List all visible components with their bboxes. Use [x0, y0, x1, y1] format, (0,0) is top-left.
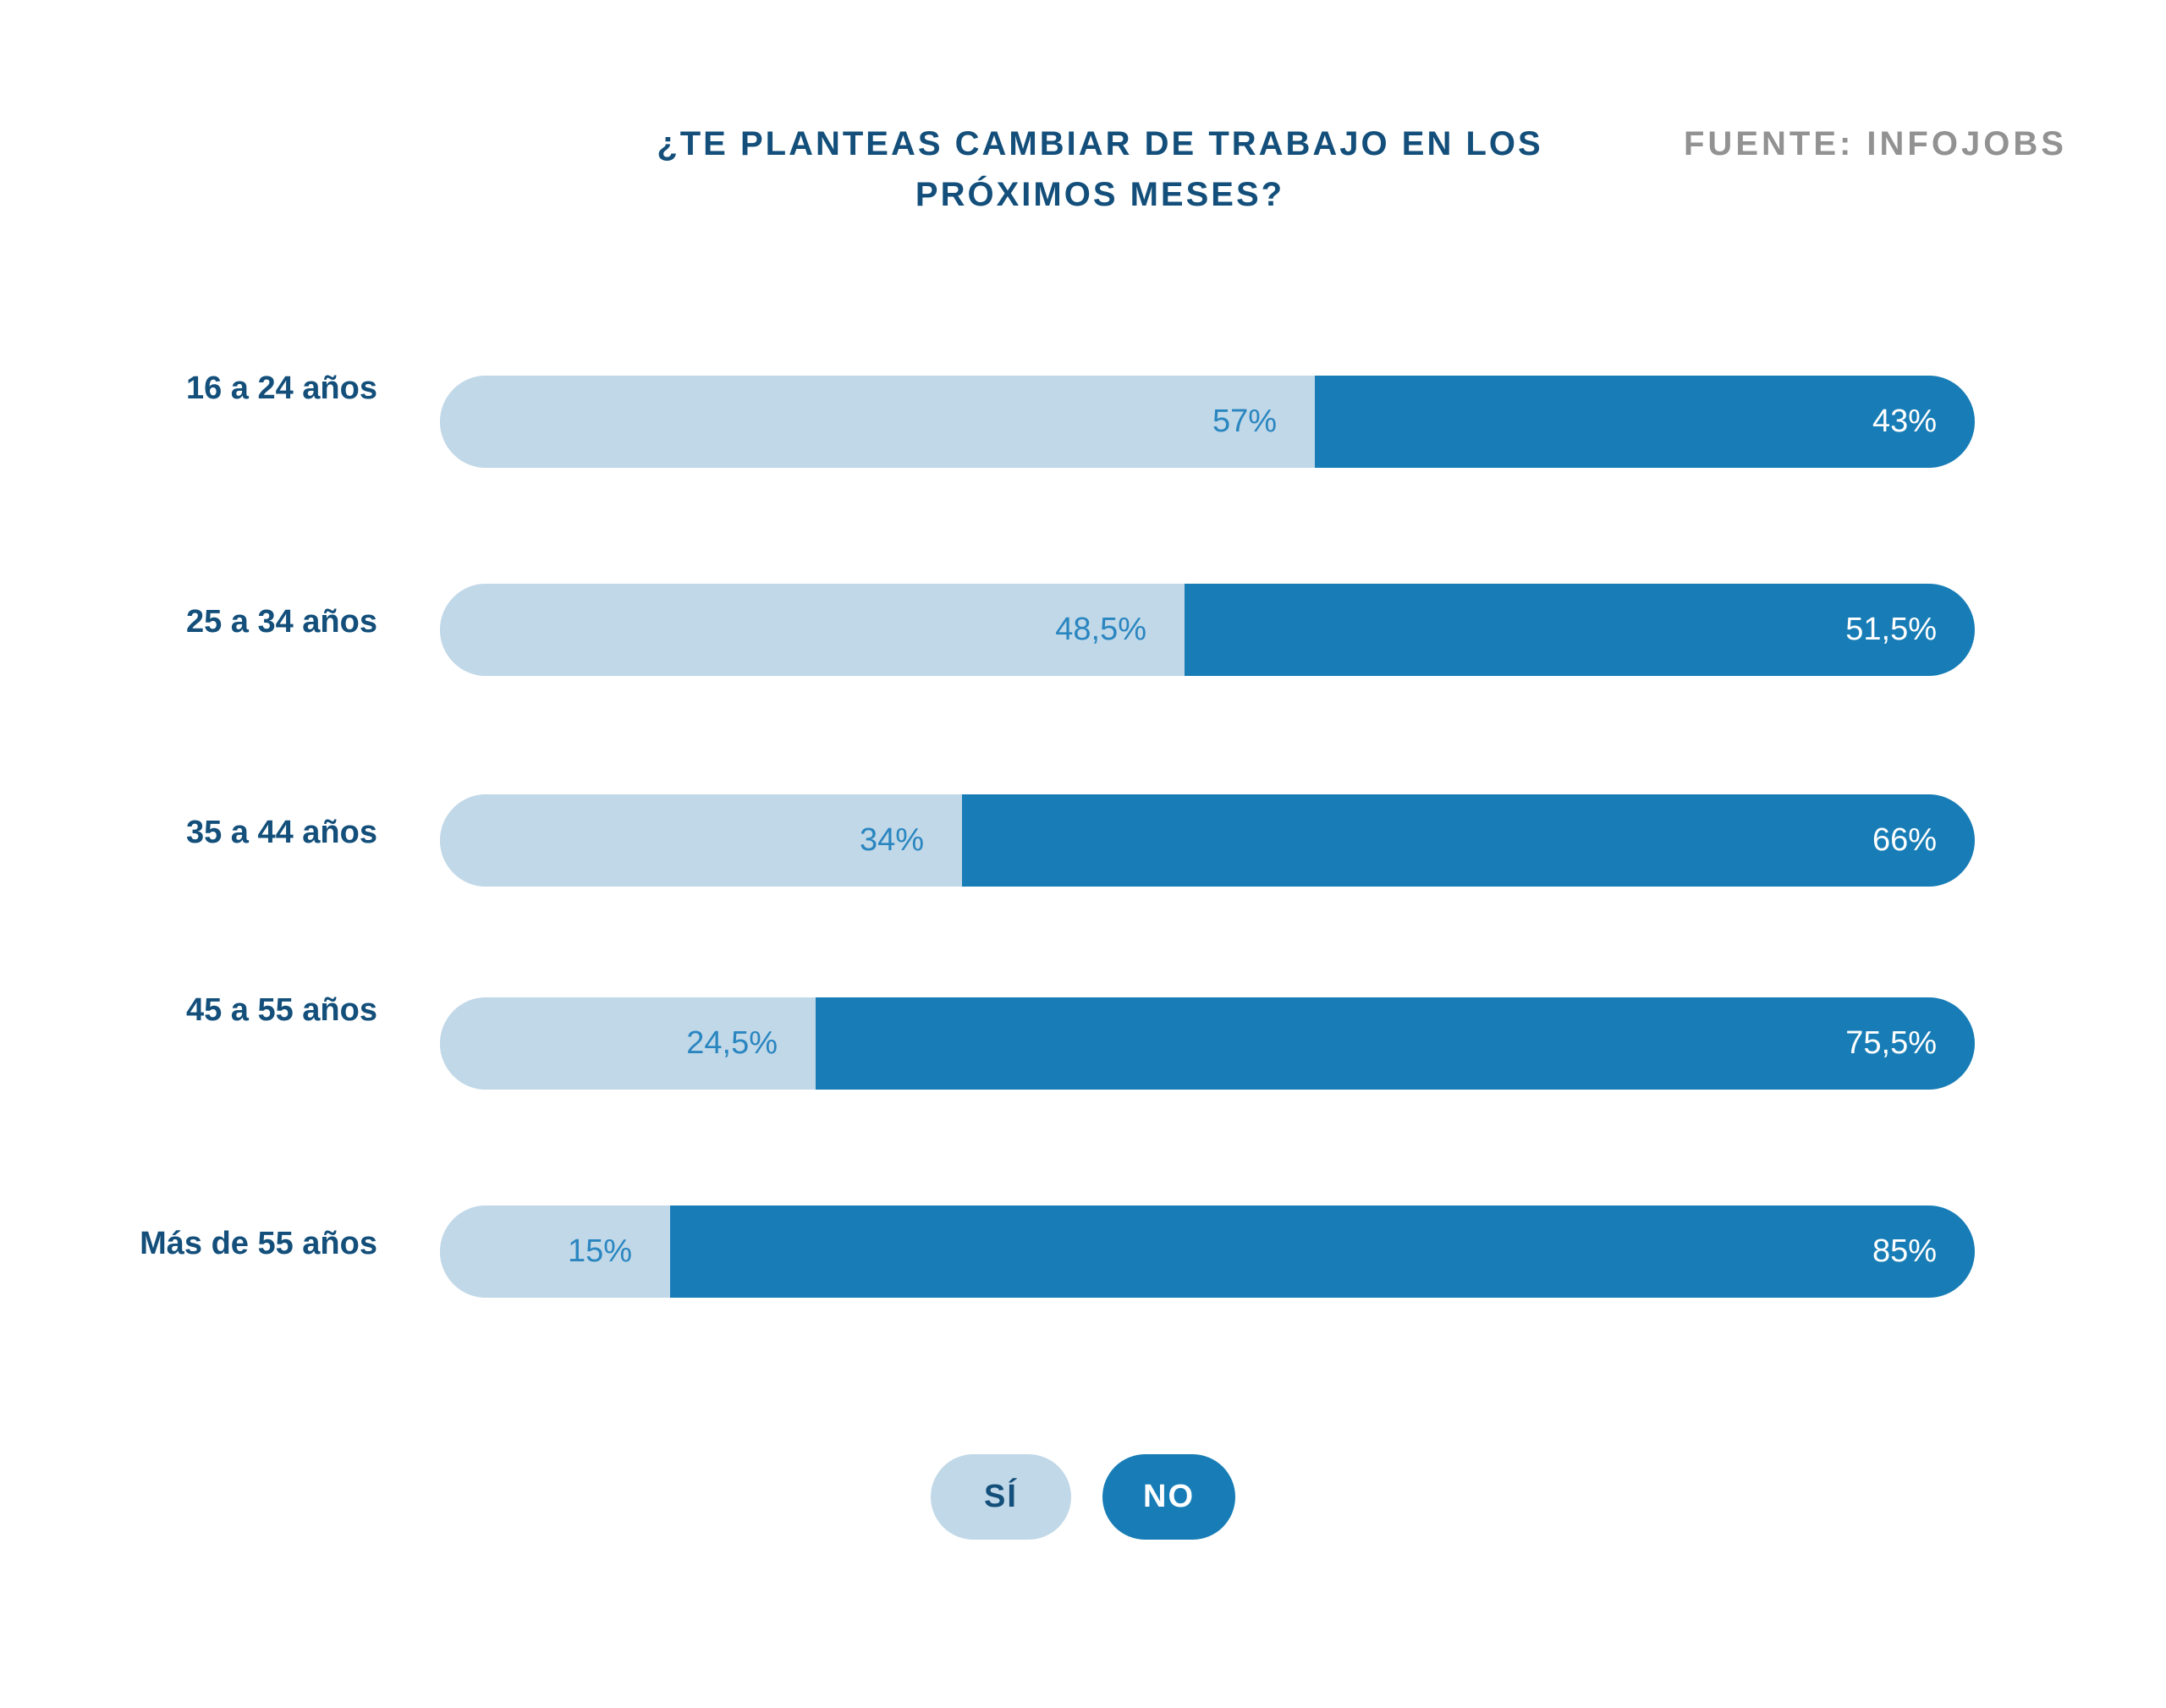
bar-segment-no [816, 997, 1975, 1090]
legend-yes: SÍ [931, 1454, 1071, 1540]
bar-segment-yes [440, 376, 1315, 468]
category-label: 45 a 55 años [185, 992, 377, 1028]
chart-title-line-1: ¿TE PLANTEAS CAMBIAR DE TRABAJO EN LOS [657, 125, 1543, 162]
bar-segment-no [670, 1205, 1975, 1298]
value-label-no: 75,5% [1845, 1025, 1937, 1061]
chart-title-line-2: PRÓXIMOS MESES? [915, 176, 1285, 213]
bar-segment-yes [440, 584, 1185, 676]
legend-no: NO [1102, 1454, 1235, 1540]
value-label-yes: 24,5% [686, 1025, 778, 1061]
bar-segment-no [962, 794, 1975, 887]
bar-segment-yes [440, 997, 816, 1090]
value-label-yes: 48,5% [1055, 612, 1146, 647]
bar-segment-yes [440, 794, 962, 887]
category-label: 35 a 44 años [185, 815, 377, 850]
value-label-no: 66% [1872, 822, 1937, 858]
stacked-bar: 24,5% 75,5% [440, 997, 1975, 1090]
legend-no-label: NO [1143, 1479, 1195, 1514]
value-label-no: 85% [1872, 1233, 1937, 1269]
chart-title: ¿TE PLANTEAS CAMBIAR DE TRABAJO EN LOS P… [592, 118, 1608, 220]
stacked-bar: 57% 43% [440, 376, 1975, 468]
legend-yes-label: SÍ [984, 1479, 1018, 1514]
bar-segment-no [1315, 376, 1975, 468]
category-label: 25 a 34 años [185, 604, 377, 640]
bar-segment-yes [440, 1205, 670, 1298]
bar-segment-no [1185, 584, 1975, 676]
category-label: Más de 55 años [140, 1226, 377, 1261]
value-label-yes: 15% [567, 1233, 632, 1269]
value-label-yes: 34% [859, 822, 924, 858]
value-label-no: 51,5% [1845, 612, 1937, 647]
value-label-yes: 57% [1212, 404, 1277, 439]
stacked-bar: 15% 85% [440, 1205, 1975, 1298]
category-label: 16 a 24 años [185, 371, 377, 406]
value-label-no: 43% [1872, 404, 1937, 439]
source-label: FUENTE: INFOJOBS [1684, 125, 2067, 162]
stacked-bar: 34% 66% [440, 794, 1975, 887]
stacked-bar: 48,5% 51,5% [440, 584, 1975, 676]
